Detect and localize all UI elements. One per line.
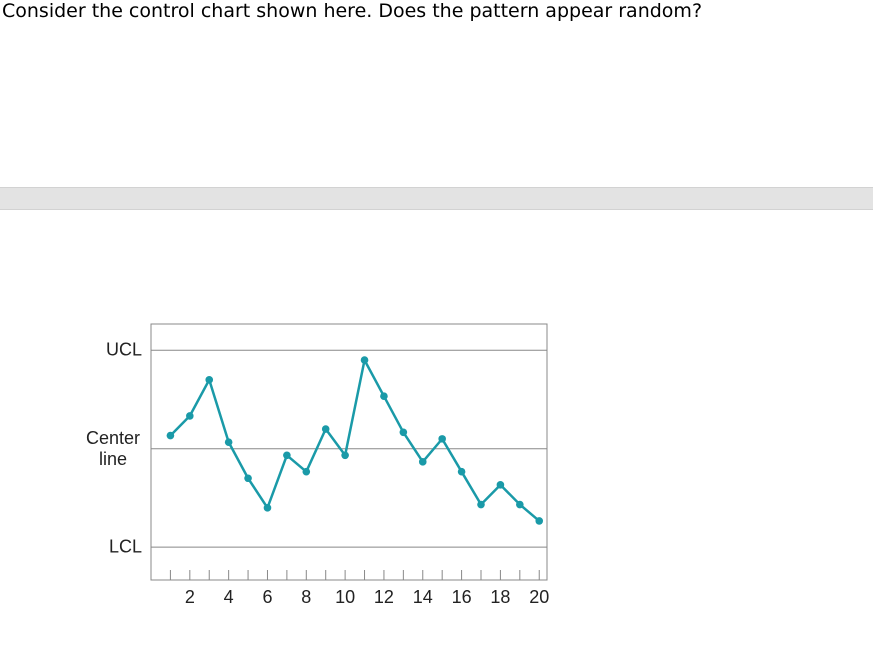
x-tick-label: 18 <box>490 587 510 607</box>
x-tick-label: 2 <box>185 587 195 607</box>
y-tick-label: LCL <box>108 536 142 557</box>
data-point <box>535 517 544 525</box>
data-point <box>477 500 485 509</box>
x-tick-label: 16 <box>452 587 472 607</box>
data-point <box>166 431 175 440</box>
data-point <box>244 474 252 483</box>
data-point <box>263 503 272 512</box>
data-point <box>457 467 466 476</box>
data-point <box>360 356 369 364</box>
data-point <box>321 425 330 433</box>
data-point <box>341 451 349 460</box>
data-point <box>380 392 388 401</box>
x-tick-label: 10 <box>335 587 355 607</box>
x-tick-label: 4 <box>224 587 234 607</box>
y-tick-label: UCL <box>105 339 142 360</box>
data-point <box>186 412 194 420</box>
x-tick-label: 6 <box>262 587 272 607</box>
data-point <box>399 428 408 437</box>
x-tick-label: 12 <box>374 587 394 607</box>
y-tick-label: Center line <box>85 427 141 469</box>
plot-frame <box>150 323 548 581</box>
question: Consider the control chart shown here. D… <box>2 0 703 22</box>
data-point <box>418 458 427 466</box>
data-point <box>283 451 291 460</box>
data-point <box>496 481 505 489</box>
toolbar-strip <box>0 187 873 210</box>
x-tick-label: 20 <box>529 587 549 607</box>
data-point <box>516 500 524 509</box>
x-tick-label: 8 <box>301 587 311 607</box>
data-point <box>205 375 214 384</box>
data-point <box>224 438 233 446</box>
data-point <box>438 435 446 443</box>
x-tick-label: 14 <box>413 587 433 607</box>
data-line <box>169 358 541 522</box>
data-point <box>302 467 311 476</box>
